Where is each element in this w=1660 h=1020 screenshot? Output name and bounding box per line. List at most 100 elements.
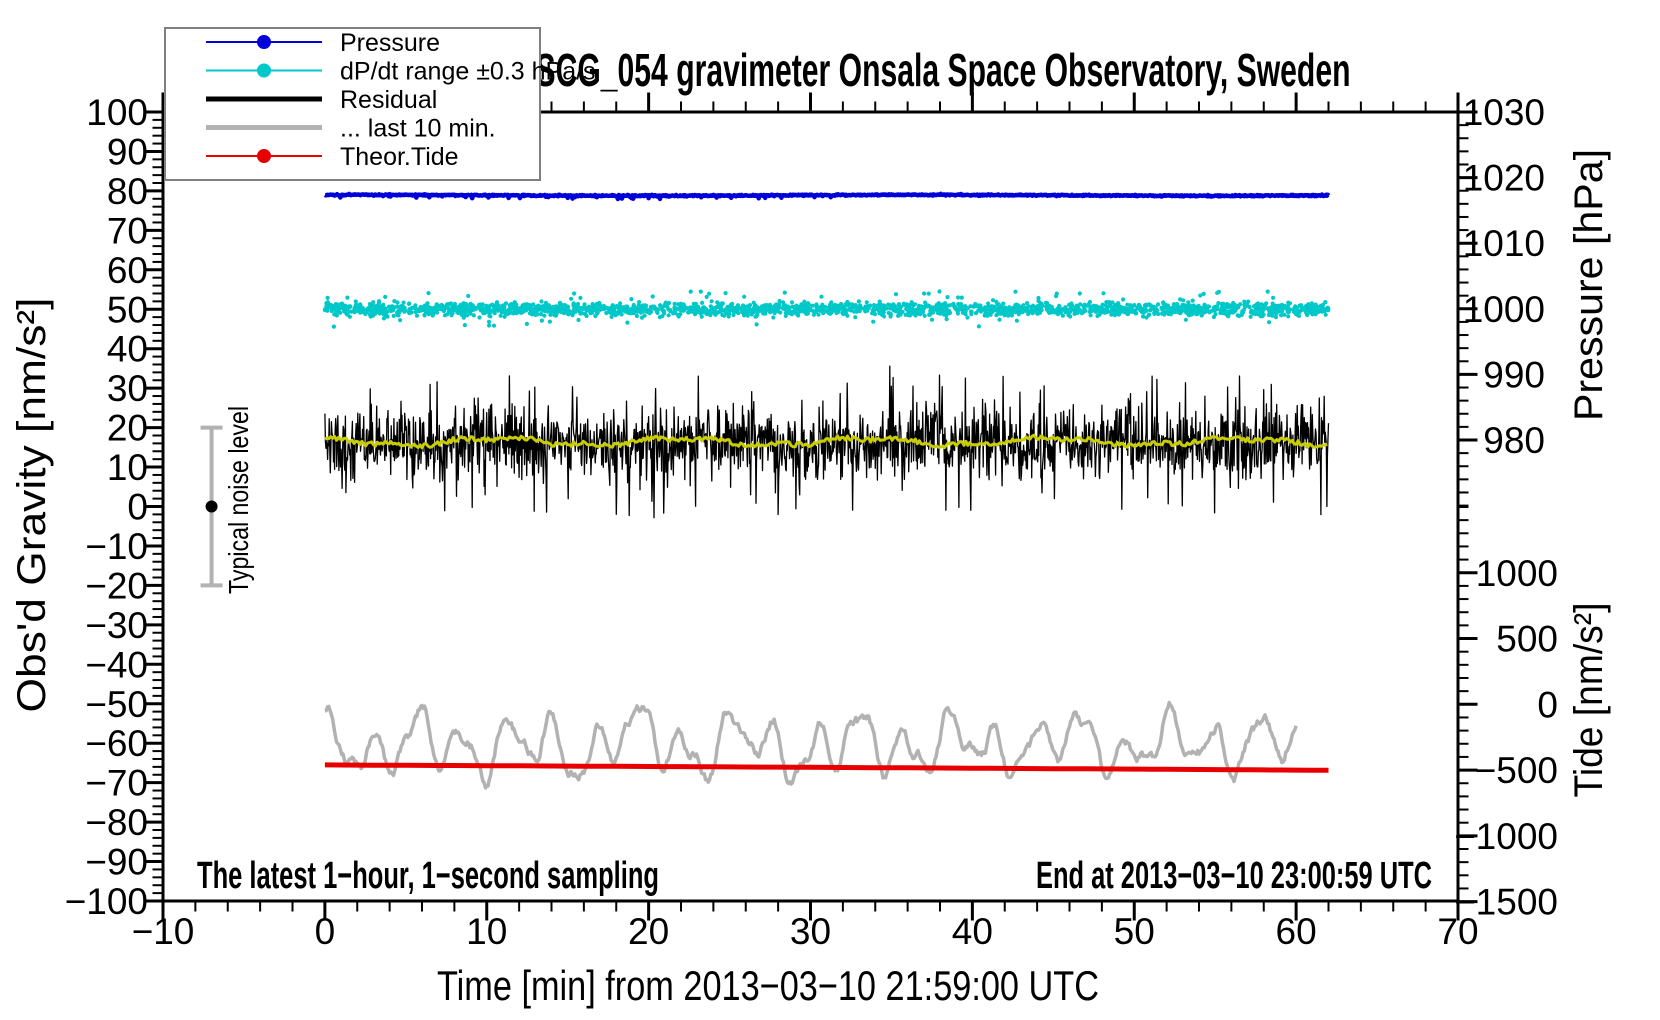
dpdt-dot (731, 312, 736, 318)
dpdt-dot (1203, 308, 1208, 313)
gravity-tick-label: 40 (107, 329, 148, 370)
dpdt-dot (938, 311, 943, 316)
dpdt-dot (502, 314, 507, 319)
dpdt-dot (1271, 309, 1276, 314)
dpdt-dot (946, 303, 951, 308)
dpdt-dot (583, 311, 588, 316)
dpdt-dot (1119, 305, 1124, 310)
legend-item: dP/dt range ±0.3 hPa/s (206, 58, 596, 86)
bottom-axis-ticks (161, 902, 1460, 921)
dpdt-dot (1194, 312, 1199, 317)
dpdt-dot (938, 302, 943, 307)
dpdt-dot (691, 301, 696, 306)
dpdt-dot (658, 303, 663, 308)
dpdt-dot (616, 308, 622, 313)
dpdt-dot (956, 295, 961, 300)
dpdt-dot (709, 299, 714, 304)
dpdt-dot (749, 312, 754, 317)
dpdt-dot (1106, 309, 1111, 314)
dpdt-dot (541, 304, 546, 309)
data-series-layer (322, 191, 1331, 790)
dpdt-dot (557, 304, 562, 309)
dpdt-dot (805, 311, 811, 316)
dpdt-dot (771, 315, 776, 320)
dpdt-dot (704, 294, 709, 299)
dpdt-dot (1112, 310, 1117, 315)
dpdt-dot (572, 291, 577, 296)
dpdt-dot (625, 310, 630, 315)
dpdt-dot (423, 304, 428, 309)
dpdt-dot (1152, 311, 1157, 316)
legend-sample-dot (257, 63, 271, 78)
dpdt-dot (1161, 301, 1166, 306)
x-tick-label: 50 (1114, 911, 1155, 952)
tide-tick-label: −500 (1475, 750, 1558, 791)
dpdt-dot (937, 289, 942, 294)
dpdt-dot (903, 312, 908, 317)
dpdt-dot (1278, 313, 1284, 318)
dpdt-dot (878, 310, 883, 315)
dpdt-dot (341, 305, 346, 311)
dpdt-dot (587, 308, 592, 313)
dpdt-dot (650, 294, 655, 299)
dpdt-dot (965, 315, 970, 320)
dpdt-dot (1311, 309, 1316, 314)
dpdt-dot (991, 307, 997, 312)
dpdt-dot (1315, 309, 1320, 314)
tide-axis-label: Tide [nm/s²] (1567, 603, 1611, 798)
dpdt-dot (1286, 314, 1291, 319)
dpdt-dot (349, 309, 354, 314)
dpdt-dot (917, 303, 922, 308)
dpdt-dot (772, 310, 777, 316)
dpdt-dot (408, 307, 413, 312)
dpdt-dot (881, 308, 886, 313)
dpdt-dot (1164, 303, 1169, 308)
dpdt-dot (1148, 303, 1153, 308)
tide-tick-label: −1000 (1454, 816, 1558, 857)
dpdt-dot (1014, 307, 1019, 312)
dpdt-dot (601, 306, 606, 311)
dpdt-dot (986, 301, 991, 306)
dpdt-dot (484, 303, 489, 308)
dpdt-dot (1091, 304, 1096, 309)
dpdt-dot (922, 291, 927, 296)
dpdt-dot (816, 312, 821, 317)
dpdt-dot (1077, 291, 1082, 296)
dpdt-dot (963, 311, 968, 317)
gravity-tick-label: 60 (107, 250, 148, 291)
dpdt-dot (1093, 309, 1098, 314)
dpdt-dot (454, 308, 459, 313)
dpdt-dot (1009, 311, 1014, 316)
dpdt-dot (1187, 303, 1192, 308)
dpdt-dot (864, 300, 869, 305)
dpdt-dot (1038, 300, 1043, 306)
dpdt-dot (666, 313, 671, 318)
dpdt-dot (358, 308, 363, 313)
dpdt-dot (539, 307, 544, 312)
dpdt-dot (598, 304, 603, 309)
dpdt-dot (1196, 303, 1201, 308)
dpdt-dot (491, 304, 497, 310)
dpdt-dot (566, 308, 571, 313)
gravity-tick-label: 10 (107, 447, 148, 488)
dpdt-dot (336, 305, 342, 310)
right-axis-ticks (1459, 110, 1478, 904)
dpdt-dot (851, 305, 856, 310)
dpdt-dot (726, 312, 732, 317)
dpdt-dot (787, 308, 792, 314)
dpdt-dot (1282, 312, 1287, 317)
dpdt-dot (1142, 307, 1147, 313)
dpdt-dot (542, 308, 547, 314)
dpdt-dot (1175, 308, 1180, 313)
dpdt-dot (449, 313, 454, 318)
dpdt-dot (573, 309, 578, 314)
dpdt-dot (1171, 306, 1176, 311)
pressure-axis-label: Pressure [hPa] (1567, 149, 1611, 421)
dpdt-dot (634, 313, 640, 319)
dpdt-dot (686, 310, 691, 315)
dpdt-dot (362, 310, 367, 315)
dpdt-dot (381, 316, 386, 321)
dpdt-dot (908, 307, 913, 312)
dpdt-dot (837, 305, 842, 310)
